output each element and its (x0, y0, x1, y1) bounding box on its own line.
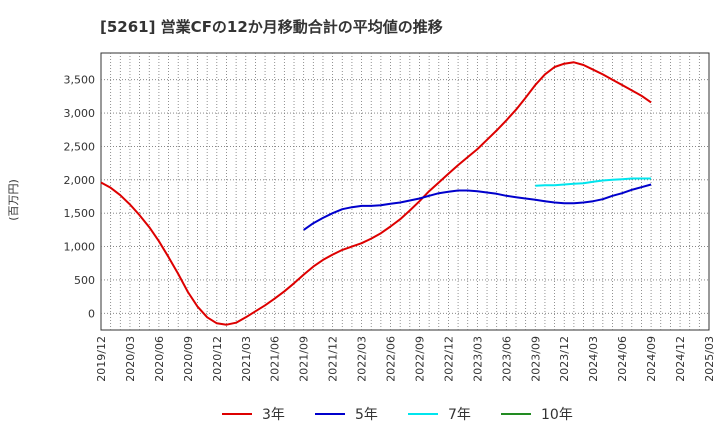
x-tick-label: 2019/12 (95, 336, 108, 382)
x-tick-label: 2022/03 (356, 336, 369, 382)
x-tick-label: 2020/12 (211, 336, 224, 382)
x-tick-label: 2024/09 (645, 336, 658, 382)
series-line (100, 61, 652, 326)
y-tick-label: 3,000 (64, 107, 96, 120)
legend-label: 3年 (262, 407, 285, 423)
x-tick-label: 2023/06 (500, 336, 513, 382)
y-axis-ticks: 0 500 1,000 1,500 2,000 2,500 3,000 3,500 (64, 74, 96, 321)
series-lines (100, 61, 652, 326)
x-tick-label: 2021/12 (327, 336, 340, 382)
x-tick-label: 2022/12 (442, 336, 455, 382)
x-tick-label: 2024/06 (616, 336, 629, 382)
series-line (303, 183, 652, 231)
x-tick-label: 2024/12 (674, 336, 687, 382)
y-tick-label: 2,000 (64, 174, 96, 187)
series-line (535, 177, 652, 187)
legend-label: 10年 (541, 407, 573, 423)
chart-title: [5261] 営業CFの12か月移動合計の平均値の推移 (100, 18, 443, 36)
legend-label: 5年 (355, 407, 378, 423)
x-tick-label: 2025/03 (703, 336, 716, 382)
legend-item: 10年 (501, 407, 573, 423)
x-tick-label: 2021/03 (240, 336, 253, 382)
x-tick-label: 2021/09 (298, 336, 311, 382)
x-tick-label: 2021/06 (269, 336, 282, 382)
x-tick-label: 2023/09 (529, 336, 542, 382)
y-tick-label: 500 (74, 274, 95, 287)
legend: 3年 5年 7年 10年 (222, 407, 573, 423)
x-tick-label: 2020/03 (124, 336, 137, 382)
plot-area (100, 52, 710, 331)
y-tick-label: 2,500 (64, 140, 96, 153)
x-tick-label: 2022/09 (413, 336, 426, 382)
x-axis-ticks: 2019/12 2020/03 2020/06 2020/09 2020/12 2021/… (95, 336, 716, 382)
legend-item: 3年 (222, 407, 285, 423)
legend-label: 7年 (448, 407, 471, 423)
x-tick-label: 2020/09 (182, 336, 195, 382)
legend-item: 7年 (408, 407, 471, 423)
plot-frame (100, 52, 710, 331)
x-tick-label: 2023/12 (558, 336, 571, 382)
x-tick-label: 2023/03 (471, 336, 484, 382)
y-tick-label: 3,500 (64, 74, 96, 87)
x-tick-label: 2024/03 (587, 336, 600, 382)
x-tick-label: 2020/06 (153, 336, 166, 382)
y-axis-label: (百万円) (7, 179, 20, 221)
y-tick-label: 0 (88, 307, 95, 320)
y-tick-label: 1,500 (64, 207, 96, 220)
y-tick-label: 1,000 (64, 241, 96, 254)
x-tick-label: 2022/06 (385, 336, 398, 382)
legend-item: 5年 (315, 407, 378, 423)
